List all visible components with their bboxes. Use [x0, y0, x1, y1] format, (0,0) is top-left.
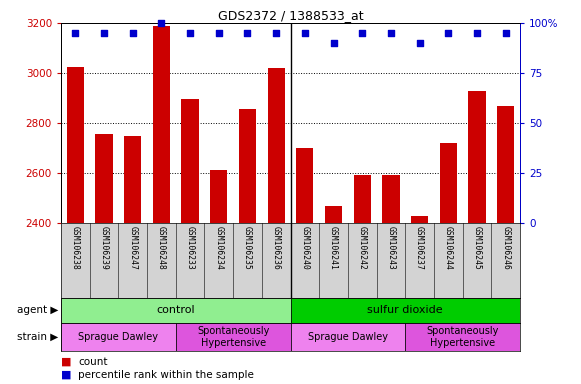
Bar	[267, 68, 285, 223]
Text: count: count	[78, 357, 108, 367]
Bar	[124, 136, 141, 223]
Bar	[354, 175, 371, 223]
Point	[300, 30, 310, 36]
Text: ■: ■	[61, 370, 71, 380]
Text: GSM106237: GSM106237	[415, 227, 424, 270]
Text: Spontaneously
Hypertensive: Spontaneously Hypertensive	[426, 326, 499, 348]
Text: GSM106248: GSM106248	[157, 227, 166, 270]
Text: GSM106233: GSM106233	[185, 227, 195, 270]
Bar	[181, 99, 199, 223]
Bar	[406, 323, 520, 351]
Bar	[61, 298, 290, 323]
Point	[501, 30, 510, 36]
Point	[472, 30, 482, 36]
Bar	[296, 148, 314, 223]
Text: GSM106236: GSM106236	[272, 227, 281, 270]
Text: percentile rank within the sample: percentile rank within the sample	[78, 370, 254, 380]
Bar	[153, 25, 170, 223]
Point	[415, 40, 424, 46]
Title: GDS2372 / 1388533_at: GDS2372 / 1388533_at	[218, 9, 363, 22]
Bar	[239, 109, 256, 223]
Text: GSM106240: GSM106240	[300, 227, 309, 270]
Point	[271, 30, 281, 36]
Bar	[440, 143, 457, 223]
Text: ■: ■	[61, 357, 71, 367]
Point	[128, 30, 137, 36]
Point	[444, 30, 453, 36]
Text: sulfur dioxide: sulfur dioxide	[367, 305, 443, 315]
Text: GSM106242: GSM106242	[358, 227, 367, 270]
Text: control: control	[156, 305, 195, 315]
Text: GSM106247: GSM106247	[128, 227, 137, 270]
Text: GSM106244: GSM106244	[444, 227, 453, 270]
Point	[157, 20, 166, 26]
Text: GSM106234: GSM106234	[214, 227, 223, 270]
Point	[99, 30, 109, 36]
Bar	[95, 134, 113, 223]
Text: GSM106245: GSM106245	[472, 227, 482, 270]
Bar	[382, 175, 400, 223]
Text: Sprague Dawley: Sprague Dawley	[78, 332, 159, 342]
Text: Sprague Dawley: Sprague Dawley	[308, 332, 388, 342]
Bar	[67, 67, 84, 223]
Bar	[325, 207, 342, 223]
Bar	[411, 216, 428, 223]
Bar	[468, 91, 486, 223]
Point	[329, 40, 338, 46]
Text: GSM106241: GSM106241	[329, 227, 338, 270]
Bar	[497, 106, 514, 223]
Point	[214, 30, 224, 36]
Text: GSM106239: GSM106239	[99, 227, 109, 270]
Text: agent ▶: agent ▶	[17, 305, 58, 315]
Text: GSM106238: GSM106238	[71, 227, 80, 270]
Bar	[61, 323, 175, 351]
Point	[243, 30, 252, 36]
Bar	[175, 323, 290, 351]
Bar	[210, 170, 227, 223]
Text: strain ▶: strain ▶	[17, 332, 58, 342]
Point	[71, 30, 80, 36]
Point	[386, 30, 396, 36]
Point	[357, 30, 367, 36]
Text: GSM106243: GSM106243	[386, 227, 396, 270]
Text: Spontaneously
Hypertensive: Spontaneously Hypertensive	[197, 326, 270, 348]
Text: GSM106246: GSM106246	[501, 227, 510, 270]
Bar	[290, 298, 520, 323]
Point	[185, 30, 195, 36]
Text: GSM106235: GSM106235	[243, 227, 252, 270]
Bar	[290, 323, 406, 351]
